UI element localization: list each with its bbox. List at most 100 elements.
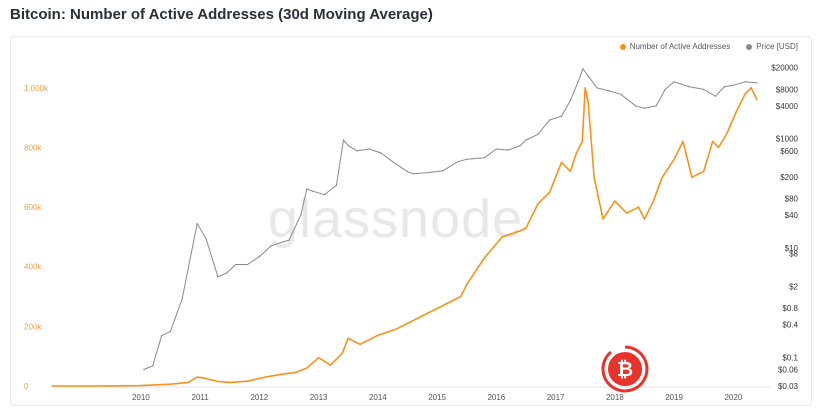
x-tick-label: 2014 <box>369 393 387 402</box>
y-right-tick-label: $4000 <box>776 102 799 111</box>
data-point-price <box>577 81 579 83</box>
y-right-tick-label: $0.06 <box>778 366 799 375</box>
data-point-active-addresses <box>282 373 284 375</box>
data-point-price <box>457 160 459 163</box>
legend-dot-price <box>746 43 753 50</box>
data-point-active-addresses <box>614 200 616 202</box>
data-point-active-addresses <box>525 227 527 229</box>
data-point-active-addresses <box>548 191 551 193</box>
y-right-tick-label: $1000 <box>776 135 799 144</box>
x-tick-label: 2019 <box>665 393 683 402</box>
data-point-active-addresses <box>406 322 409 325</box>
data-point-price <box>282 241 284 243</box>
data-point-active-addresses <box>682 140 684 143</box>
data-point-price <box>643 107 646 110</box>
data-point-active-addresses <box>750 87 752 89</box>
y-right-tick-label: $80 <box>785 195 799 204</box>
data-point-price <box>288 239 290 241</box>
y-left-tick-label: 200k <box>24 322 42 331</box>
data-point-active-addresses <box>347 337 350 340</box>
data-point-price <box>525 139 527 141</box>
data-point-price <box>311 190 314 192</box>
legend-dot-addresses <box>619 43 626 50</box>
data-point-price <box>723 85 726 88</box>
page-title: Bitcoin: Number of Active Addresses (30d… <box>10 6 433 23</box>
data-point-active-addresses <box>691 176 693 179</box>
y-right-tick-label: $0.1 <box>782 353 798 362</box>
bitcoin-logo-icon: ₿ <box>601 345 649 393</box>
data-point-price <box>569 99 572 102</box>
data-point-price <box>582 68 584 70</box>
data-point-active-addresses <box>228 381 231 384</box>
legend-item-addresses[interactable]: Number of Active Addresses <box>619 42 730 51</box>
data-point-active-addresses <box>643 218 646 220</box>
data-point-price <box>634 105 637 107</box>
data-point-price <box>483 156 486 159</box>
y-right-tick-label: $40 <box>785 211 799 220</box>
x-tick-label: 2011 <box>192 393 210 402</box>
data-point-active-addresses <box>560 161 563 164</box>
data-point-price <box>664 88 666 91</box>
data-point-active-addresses <box>652 200 655 202</box>
data-point-active-addresses <box>246 380 249 383</box>
data-point-active-addresses <box>702 170 705 173</box>
x-tick-label: 2013 <box>310 393 328 402</box>
x-tick-label: 2010 <box>132 393 150 402</box>
chart-legend: Number of Active Addresses Price [USD] <box>619 42 798 51</box>
data-point-active-addresses <box>169 383 172 386</box>
data-point-active-addresses <box>483 257 486 259</box>
data-point-price <box>406 170 409 173</box>
series-line-active-addresses <box>52 87 758 387</box>
left-axis: 0 200k 400k 600k 800k 1,000k <box>24 84 49 391</box>
data-point-active-addresses <box>294 371 296 374</box>
data-point-price <box>756 82 758 84</box>
data-point-price <box>151 365 154 367</box>
chart-panel <box>10 36 812 406</box>
legend-item-price[interactable]: Price [USD] <box>746 42 798 51</box>
data-point-active-addresses <box>711 140 714 143</box>
data-point-active-addresses <box>581 140 584 143</box>
data-point-price <box>714 95 717 97</box>
data-point-active-addresses <box>501 236 504 238</box>
data-point-price <box>300 214 302 216</box>
data-point-active-addresses <box>359 343 361 346</box>
data-point-active-addresses <box>394 328 397 331</box>
data-point-active-addresses <box>735 110 738 113</box>
data-point-price <box>306 188 308 190</box>
x-tick-label: 2016 <box>487 393 505 402</box>
data-point-price <box>246 263 249 266</box>
data-point-active-addresses <box>196 376 198 378</box>
legend-label-price: Price [USD] <box>756 42 798 51</box>
data-point-active-addresses <box>80 385 83 387</box>
data-point-price <box>442 169 444 172</box>
data-point-active-addresses <box>717 146 720 149</box>
data-point-price <box>347 144 350 147</box>
data-point-active-addresses <box>602 218 604 220</box>
data-point-active-addresses <box>569 170 572 173</box>
y-right-tick-label: $2 <box>789 282 798 291</box>
data-point-active-addresses <box>756 98 758 101</box>
data-point-price <box>342 139 345 141</box>
data-point-price <box>620 93 622 96</box>
data-point-price <box>143 368 145 371</box>
data-point-active-addresses <box>460 295 462 298</box>
data-point-price <box>587 75 589 77</box>
data-point-price <box>217 275 219 278</box>
data-point-price <box>519 144 521 147</box>
y-right-tick-label: $10 <box>785 244 799 253</box>
y-right-tick-label: $600 <box>780 147 798 156</box>
data-point-price <box>323 193 326 196</box>
data-point-active-addresses <box>584 87 586 89</box>
data-point-active-addresses <box>341 352 344 355</box>
x-tick-label: 2012 <box>250 393 268 402</box>
data-point-active-addresses <box>110 385 112 387</box>
data-point-price <box>673 81 675 83</box>
x-tick-label: 2017 <box>547 393 565 402</box>
data-point-active-addresses <box>625 212 628 214</box>
data-point-active-addresses <box>673 158 675 161</box>
data-point-price <box>181 297 184 300</box>
right-axis: $0.03 $0.06 $0.1 $0.4 $0.8 $2 $8$10 $40 $80 $200 $… <box>771 64 798 391</box>
data-point-active-addresses <box>424 313 427 316</box>
data-point-price <box>190 252 192 255</box>
